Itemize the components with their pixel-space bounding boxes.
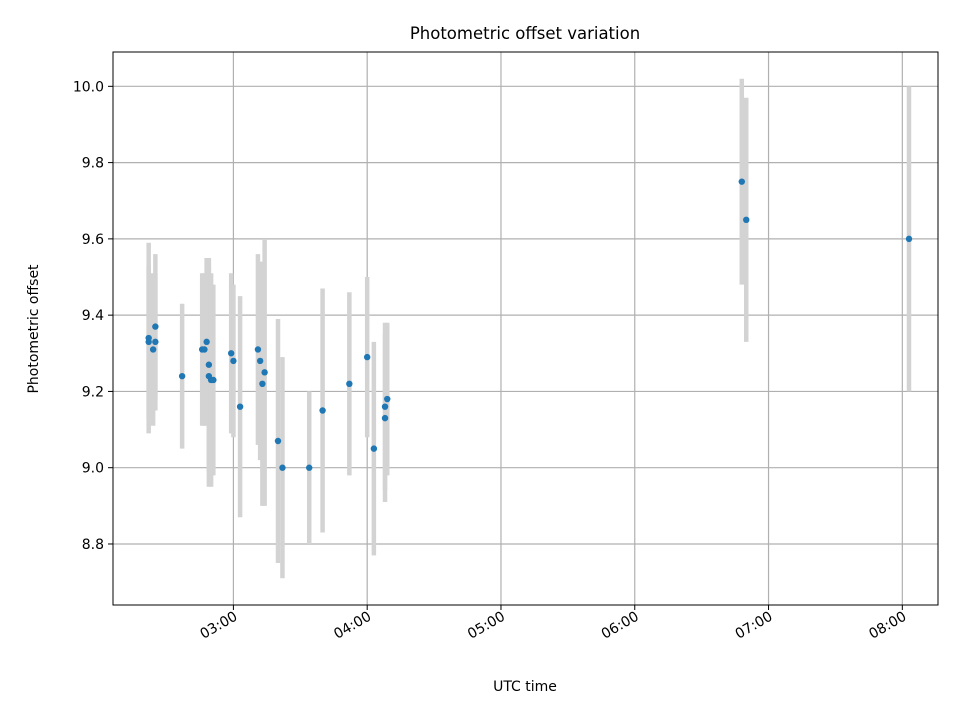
data-point: [306, 464, 313, 471]
y-tick-label: 9.0: [82, 461, 104, 477]
data-point: [905, 235, 913, 243]
x-axis-label: UTC time: [493, 679, 557, 695]
data-point: [152, 338, 159, 346]
data-point: [259, 380, 266, 387]
y-tick-label: 9.6: [82, 232, 104, 248]
data-point: [274, 437, 282, 445]
data-point: [319, 407, 326, 414]
data-point: [201, 346, 208, 353]
data-point: [743, 216, 750, 224]
data-point: [178, 372, 186, 380]
data-point: [381, 403, 389, 410]
data-point: [230, 357, 237, 365]
data-point: [384, 395, 391, 403]
data-point: [145, 338, 152, 346]
data-point: [152, 323, 159, 330]
y-axis-label: Photometric offset: [26, 264, 42, 394]
data-point: [738, 178, 745, 185]
y-tick-label: 8.8: [82, 537, 104, 553]
plot-frame: [112, 51, 939, 606]
data-point: [236, 403, 244, 410]
data-point: [254, 346, 262, 353]
data-points: [145, 178, 913, 471]
chart-title: Photometric offset variation: [410, 24, 640, 43]
data-point: [210, 376, 217, 384]
data-point: [149, 346, 157, 353]
y-tick-label: 9.4: [82, 308, 104, 324]
data-point: [203, 338, 210, 346]
data-point: [256, 357, 264, 365]
y-tick-label: 10.0: [73, 79, 104, 95]
data-point: [370, 445, 378, 452]
data-point: [205, 361, 213, 368]
data-point: [227, 350, 235, 357]
y-axis-ticks: 8.8 9.0 9.2 9.4 9.6 9.8 10.0: [73, 79, 113, 553]
y-tick-label: 9.2: [82, 384, 104, 400]
y-tick-label: 9.8: [82, 156, 104, 172]
data-point: [346, 380, 353, 387]
data-point: [363, 353, 371, 361]
grid-lines: [113, 52, 938, 605]
data-point: [279, 464, 286, 471]
data-point: [381, 414, 389, 422]
data-point: [261, 369, 268, 376]
